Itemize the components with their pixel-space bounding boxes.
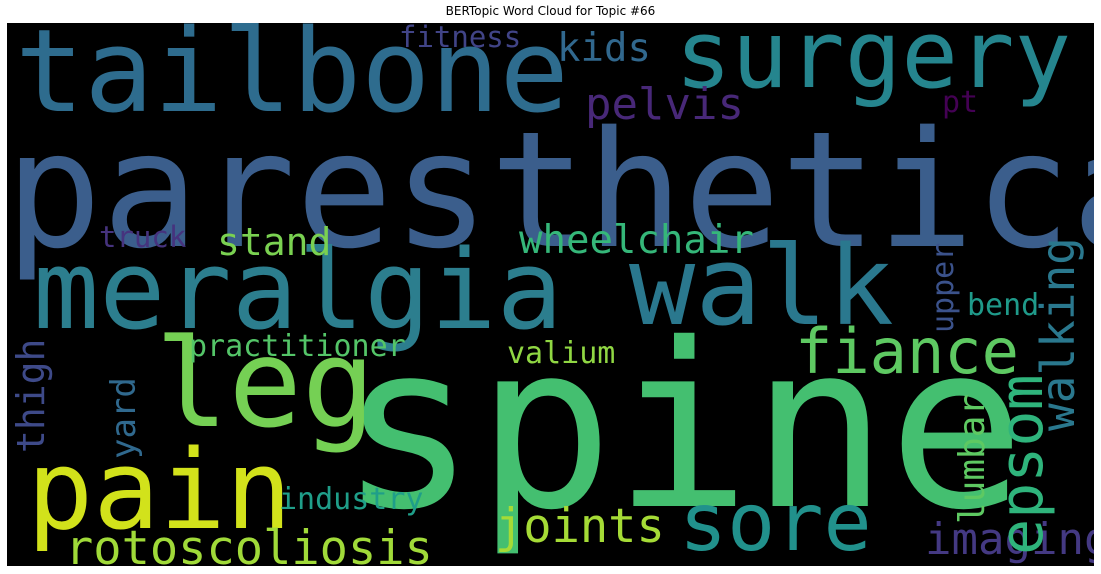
chart-title: BERTopic Word Cloud for Topic #66: [445, 4, 656, 18]
word-sore: sore: [679, 476, 872, 566]
word-lumbar: lumbar: [952, 393, 993, 524]
word-fiance: fiance: [795, 315, 1019, 388]
word-pelvis: pelvis: [585, 79, 744, 130]
word-walking: walking: [1031, 237, 1085, 431]
word-joints: joints: [495, 499, 665, 554]
word-industry: industry: [279, 482, 424, 517]
word-practitioner: practitioner: [189, 329, 406, 364]
word-cloud: paresthetica tailbone surgery meralgia w…: [7, 23, 1094, 566]
word-pt: pt: [942, 85, 979, 120]
word-pain: pain: [27, 426, 292, 554]
word-tailbone: tailbone: [15, 23, 569, 139]
word-upper: upper: [926, 242, 961, 333]
word-fitness: fitness: [399, 23, 522, 54]
word-spine: spine: [339, 294, 1026, 560]
word-kids: kids: [557, 26, 651, 71]
word-stand: stand: [217, 220, 332, 264]
word-rotoscoliosis: rotoscoliosis: [65, 521, 433, 566]
word-walk: walk: [629, 222, 894, 350]
word-meralgia: meralgia: [33, 226, 563, 354]
word-surgery: surgery: [675, 23, 1072, 110]
word-thigh: thigh: [9, 338, 53, 453]
word-truck: truck: [99, 220, 187, 254]
word-yard: yard: [104, 377, 144, 459]
word-bend: bend: [967, 288, 1040, 323]
word-imaging: imaging: [925, 514, 1094, 565]
word-valium: valium: [507, 336, 616, 371]
word-wheelchair: wheelchair: [519, 218, 754, 263]
word-leg: leg: [155, 313, 376, 455]
word-paresthetica: paresthetica: [7, 97, 1094, 284]
